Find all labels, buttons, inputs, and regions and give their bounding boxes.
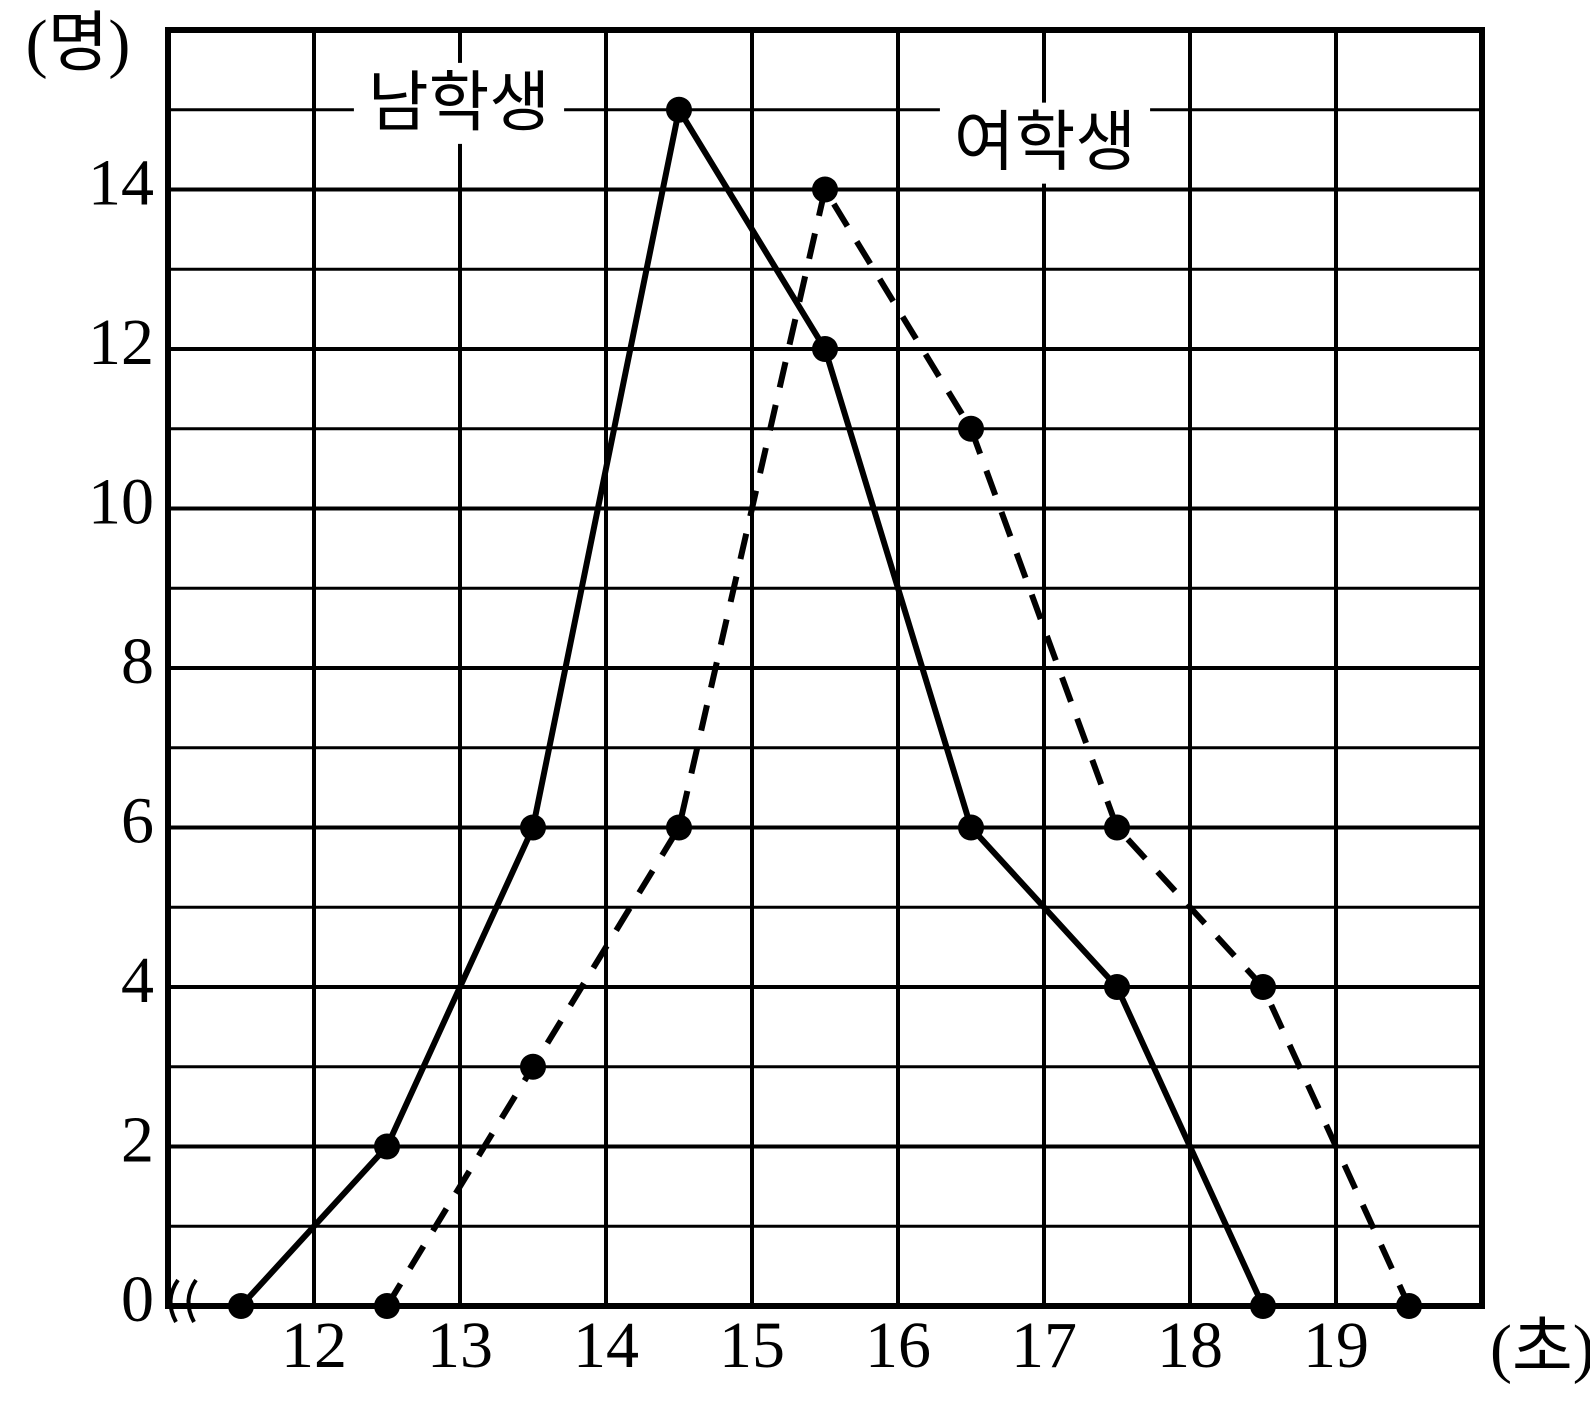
x-tick-label: 15 xyxy=(719,1309,785,1382)
x-tick-label: 12 xyxy=(281,1309,347,1382)
point xyxy=(958,814,984,841)
point xyxy=(1250,1293,1276,1319)
y-axis-label: (명) xyxy=(26,7,131,80)
point xyxy=(1104,814,1130,841)
y-tick-label: 12 xyxy=(88,306,154,379)
x-tick-label: 13 xyxy=(427,1309,493,1382)
y-tick-label: 2 xyxy=(121,1104,154,1177)
point xyxy=(1104,974,1130,1000)
x-tick-label: 17 xyxy=(1011,1309,1077,1382)
point xyxy=(1396,1293,1422,1319)
point xyxy=(812,176,838,203)
series-label: 여학생 xyxy=(954,107,1136,180)
x-tick-label: 18 xyxy=(1157,1309,1223,1382)
point xyxy=(228,1293,254,1319)
point xyxy=(958,415,984,442)
y-tick-label: 8 xyxy=(121,625,154,698)
point xyxy=(666,96,692,123)
series-line xyxy=(384,181,1412,1308)
point xyxy=(520,814,546,841)
series-label: 남학생 xyxy=(368,67,550,140)
point xyxy=(1250,974,1276,1000)
x-tick-label: 14 xyxy=(573,1309,639,1382)
point xyxy=(520,1053,546,1080)
axis-break xyxy=(168,1278,198,1323)
y-tick-label: 14 xyxy=(88,147,154,220)
point xyxy=(666,814,692,841)
series-label-bg xyxy=(939,102,1151,184)
x-tick-label: 19 xyxy=(1303,1309,1369,1382)
y-tick-label: 6 xyxy=(121,785,154,858)
y-tick-label: 10 xyxy=(88,466,154,539)
x-tick-label: 16 xyxy=(865,1309,931,1382)
point xyxy=(374,1293,400,1319)
point xyxy=(812,336,838,362)
series-label-bg xyxy=(353,62,565,144)
y-tick-label: 0 xyxy=(121,1263,154,1336)
series-line xyxy=(238,101,1266,1309)
plot-frame xyxy=(165,27,1485,1309)
point xyxy=(374,1133,400,1160)
x-axis-label: (초) xyxy=(1490,1312,1590,1385)
y-tick-label: 4 xyxy=(121,944,154,1017)
